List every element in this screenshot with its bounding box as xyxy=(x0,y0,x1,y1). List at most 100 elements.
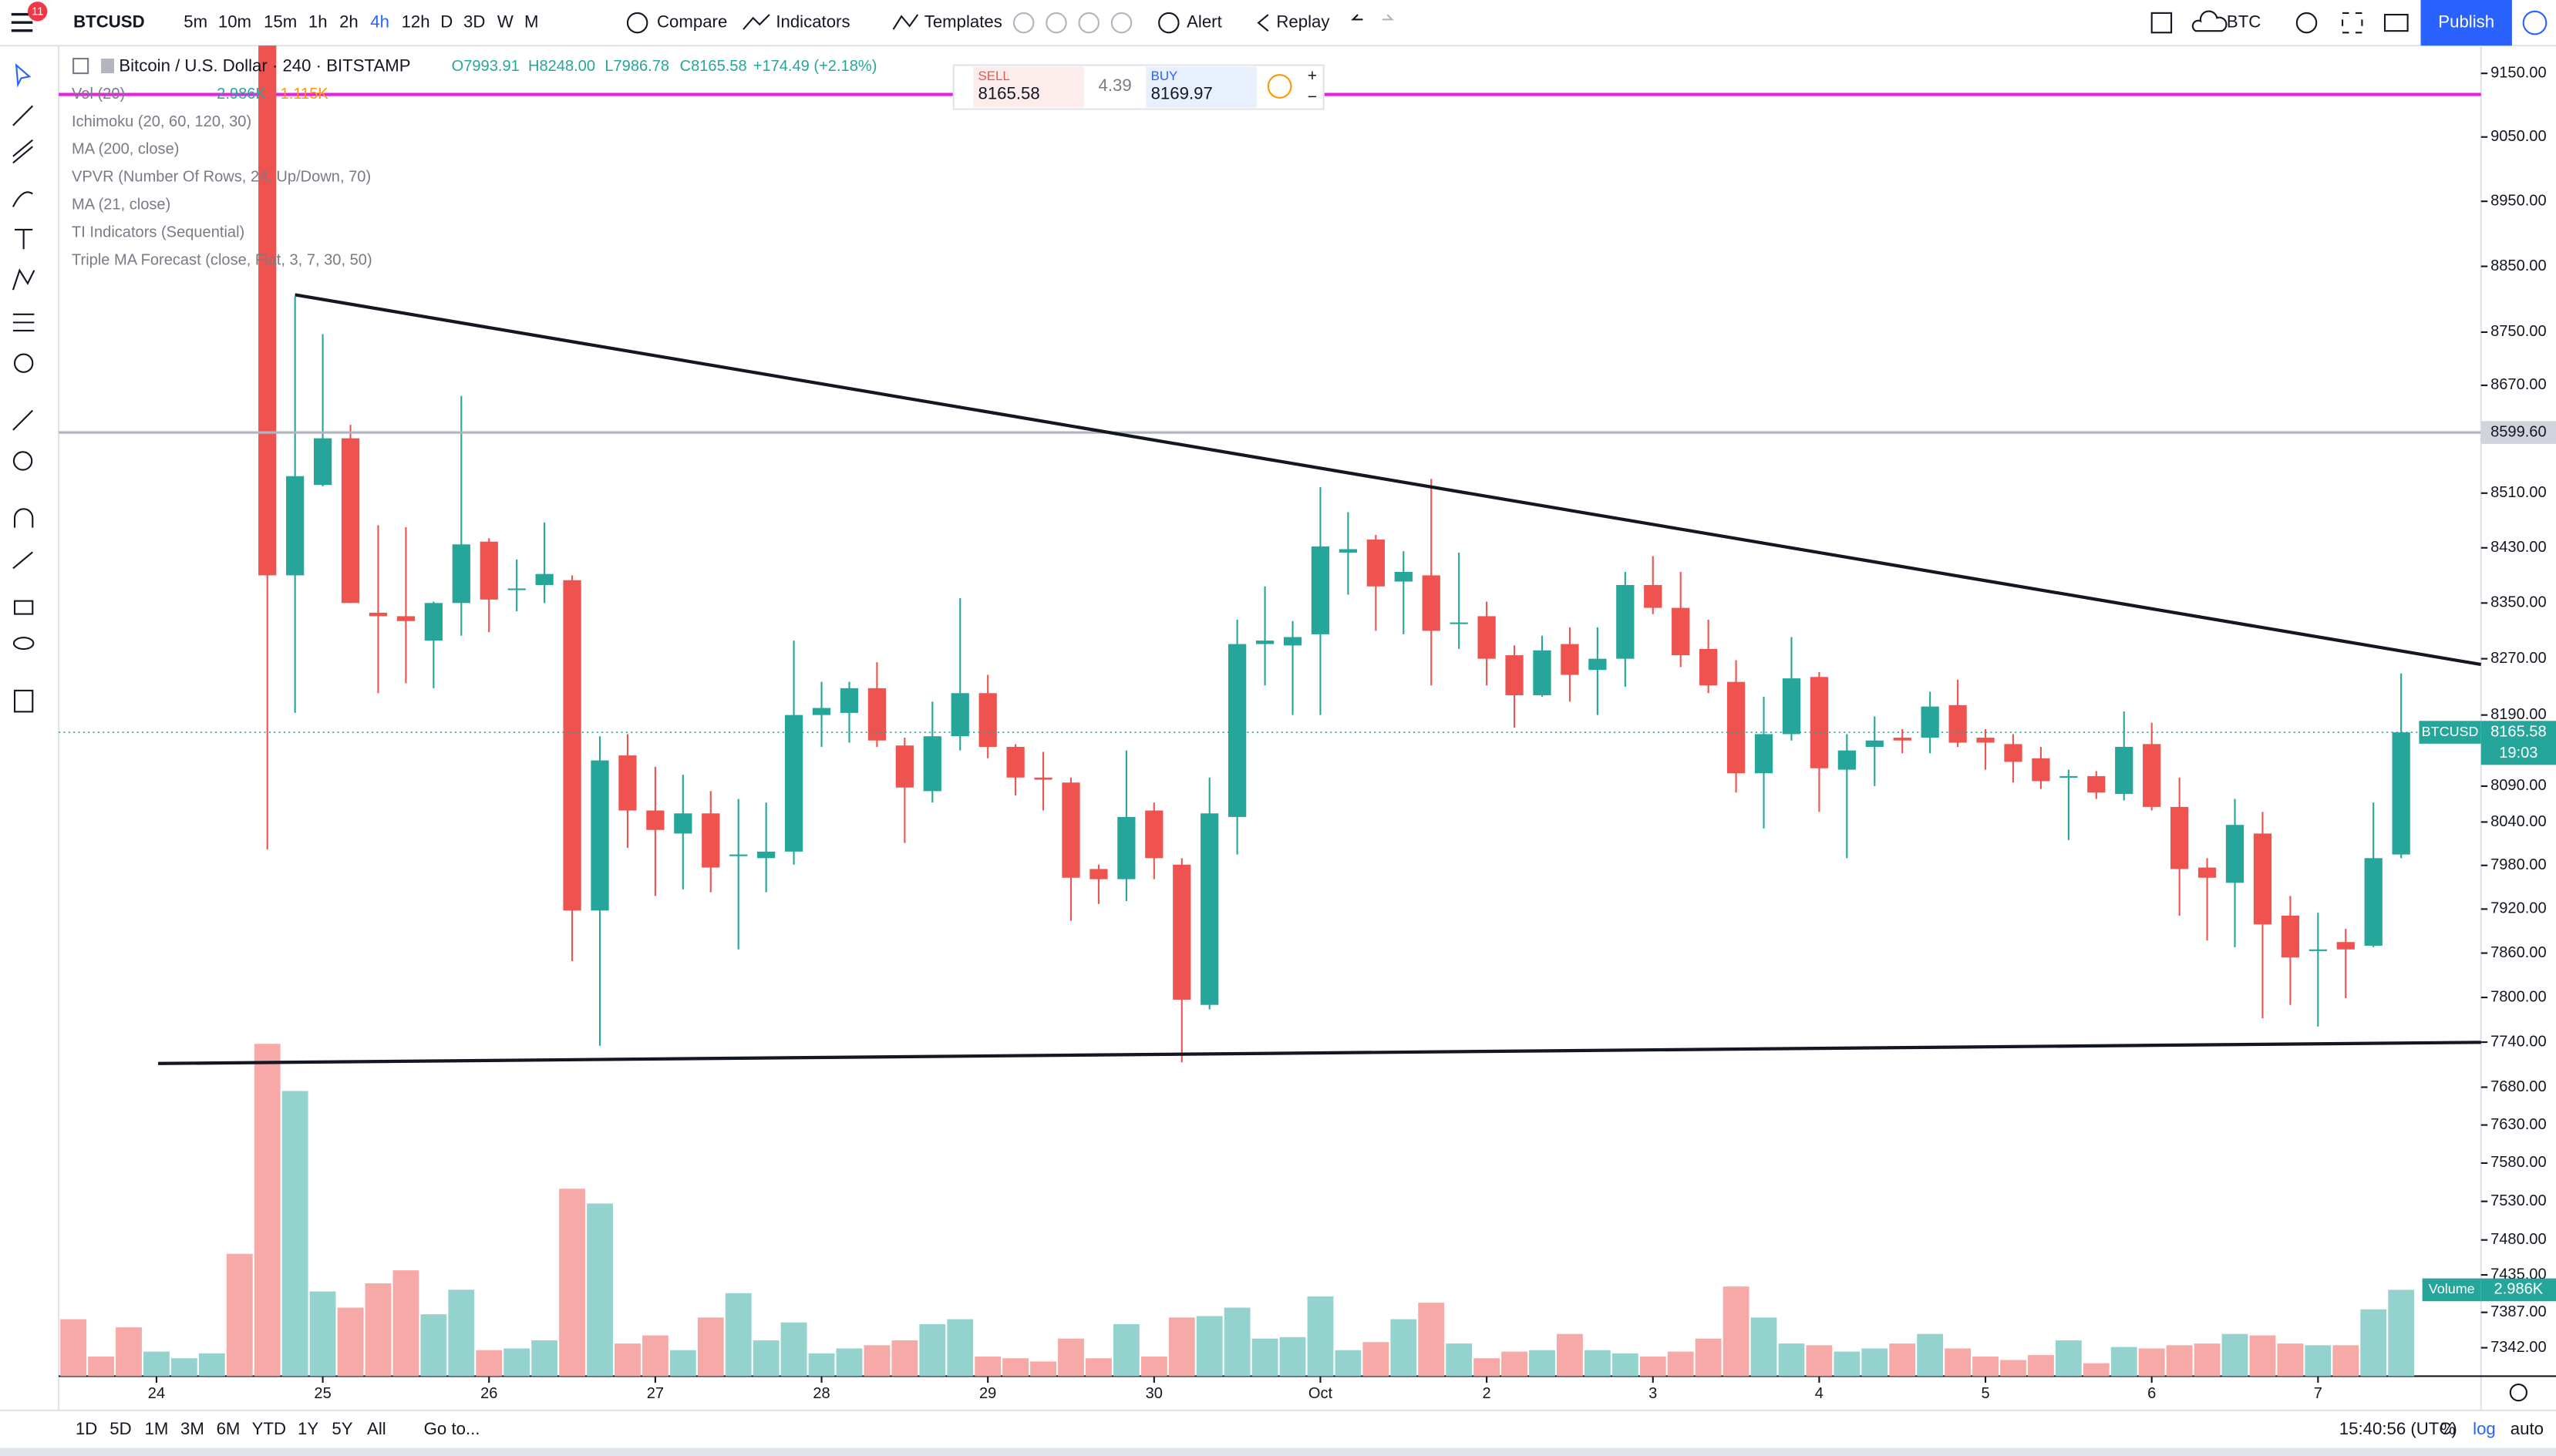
y-tick-label: 8670.00 xyxy=(2490,376,2547,393)
text-tool[interactable] xyxy=(15,228,33,250)
range-button[interactable]: 1D xyxy=(76,1419,97,1438)
candle-body xyxy=(396,616,416,621)
layout-button[interactable] xyxy=(2150,12,2173,34)
log-toggle[interactable]: log xyxy=(2473,1419,2496,1438)
interval-button[interactable]: 3D xyxy=(463,12,485,31)
candles xyxy=(59,45,2481,1063)
template-slot[interactable] xyxy=(1046,12,1067,34)
x-tick-label: 25 xyxy=(314,1385,331,1402)
interval-button[interactable]: 10m xyxy=(218,12,251,31)
hide-tool[interactable] xyxy=(12,637,35,651)
goto-button[interactable]: Go to... xyxy=(424,1419,480,1438)
volume-value: 2.986K xyxy=(217,86,266,103)
range-button[interactable]: 5D xyxy=(109,1419,131,1438)
fib-tool[interactable] xyxy=(12,139,33,164)
candle-body xyxy=(2225,825,2244,883)
y-tick-label: 7920.00 xyxy=(2490,900,2547,917)
range-button[interactable]: All xyxy=(367,1419,386,1438)
volume-bar xyxy=(2388,1290,2415,1377)
interval-button[interactable]: M xyxy=(524,12,538,31)
range-button[interactable]: 1Y xyxy=(298,1419,318,1438)
indicator-name[interactable]: MA (21, close) xyxy=(72,197,170,214)
volume-bar xyxy=(2055,1340,2082,1377)
volume-bar xyxy=(1723,1286,1749,1377)
alert-button[interactable]: Alert xyxy=(1187,12,1222,31)
compare-button[interactable]: Compare xyxy=(657,12,727,31)
auto-toggle[interactable]: auto xyxy=(2511,1419,2544,1438)
volume-name: Volume xyxy=(2429,1281,2475,1296)
interval-button[interactable]: 12h xyxy=(402,12,430,31)
info-icon[interactable] xyxy=(1267,74,1292,99)
symbol[interactable]: BTCUSD xyxy=(73,12,144,31)
volume-bar xyxy=(697,1317,724,1377)
stay-drawing-tool[interactable] xyxy=(12,551,33,570)
menu-button[interactable] xyxy=(11,12,33,32)
candle-body xyxy=(729,854,748,856)
interval-button[interactable]: 15m xyxy=(264,12,297,31)
interval-button[interactable]: 1h xyxy=(308,12,328,31)
currency-button[interactable]: BTC xyxy=(2227,12,2261,31)
volume-bar xyxy=(1639,1356,1666,1377)
brush-tool[interactable] xyxy=(12,191,33,207)
undo-button[interactable] xyxy=(1351,14,1363,21)
fullscreen-button[interactable] xyxy=(2341,12,2363,34)
range-button[interactable]: 5Y xyxy=(332,1419,352,1438)
sell-button[interactable] xyxy=(973,66,1084,108)
pattern-tool[interactable] xyxy=(12,268,35,291)
icon-tool[interactable] xyxy=(13,353,34,373)
settings-button[interactable] xyxy=(2295,12,2318,34)
indicator-name[interactable]: MA (200, close) xyxy=(72,141,179,158)
publish-button[interactable] xyxy=(2420,0,2512,46)
prediction-tool[interactable] xyxy=(12,313,35,331)
collapse-button[interactable] xyxy=(72,58,89,75)
replay-button[interactable]: Replay xyxy=(1276,12,1330,31)
interval-button[interactable]: D xyxy=(440,12,453,31)
axis-settings[interactable] xyxy=(2509,1383,2528,1402)
template-slot[interactable] xyxy=(1110,12,1133,34)
interval-button[interactable]: W xyxy=(497,12,514,31)
legend-open: O7993.91 xyxy=(452,58,520,75)
buy-button[interactable] xyxy=(1146,66,1258,108)
indicator-name[interactable]: Triple MA Forecast (close, Flat, 3, 7, 3… xyxy=(72,251,372,268)
range-button[interactable]: 6M xyxy=(217,1419,241,1438)
range-button[interactable]: 1M xyxy=(145,1419,169,1438)
y-tick-label: 8850.00 xyxy=(2490,257,2547,274)
indicator-name[interactable]: Vol (20) xyxy=(72,86,125,103)
volume-bar xyxy=(143,1351,170,1377)
cursor-tool[interactable] xyxy=(15,63,32,88)
zoom-tool[interactable] xyxy=(12,451,33,471)
badge xyxy=(27,2,48,22)
delete-tool[interactable] xyxy=(13,689,34,713)
templates-button[interactable]: Templates xyxy=(924,12,1002,31)
interval-button[interactable]: 2h xyxy=(339,12,359,31)
indicator-name[interactable]: VPVR (Number Of Rows, 24, Up/Down, 70) xyxy=(72,169,371,186)
percent-toggle[interactable]: % xyxy=(2440,1419,2456,1438)
snapshot-button[interactable] xyxy=(2383,13,2409,32)
y-tick-label: 7980.00 xyxy=(2490,856,2547,873)
redo-button[interactable] xyxy=(1382,14,1395,21)
volume-bar xyxy=(226,1253,253,1377)
candle-body xyxy=(258,45,277,576)
lock-tool[interactable] xyxy=(13,600,34,615)
badge-count: 11 xyxy=(32,6,43,18)
indicator-name[interactable]: TI Indicators (Sequential) xyxy=(72,224,244,240)
indicators-button[interactable]: Indicators xyxy=(776,12,850,31)
interval-button[interactable]: 4h xyxy=(370,12,389,31)
trendline-tool[interactable] xyxy=(12,105,34,126)
indicator-name[interactable]: Ichimoku (20, 60, 120, 30) xyxy=(72,113,251,130)
y-tick-label: 8090.00 xyxy=(2490,777,2547,794)
template-slot[interactable] xyxy=(1078,12,1100,34)
volume-bar xyxy=(1113,1323,1140,1377)
replay-toggle[interactable] xyxy=(2522,10,2548,35)
interval-button[interactable]: 5m xyxy=(184,12,207,31)
range-button[interactable]: 3M xyxy=(180,1419,204,1438)
template-slot[interactable] xyxy=(1012,12,1035,34)
magnet-tool[interactable] xyxy=(13,508,34,528)
y-tick-label: 7387.00 xyxy=(2490,1303,2547,1320)
minus[interactable]: − xyxy=(1308,88,1317,106)
candle-body xyxy=(646,810,665,830)
range-button[interactable]: YTD xyxy=(252,1419,286,1438)
measure-tool[interactable] xyxy=(12,409,34,431)
last-price-label: 8165.58 xyxy=(2490,723,2547,740)
plus[interactable]: + xyxy=(1308,67,1317,85)
